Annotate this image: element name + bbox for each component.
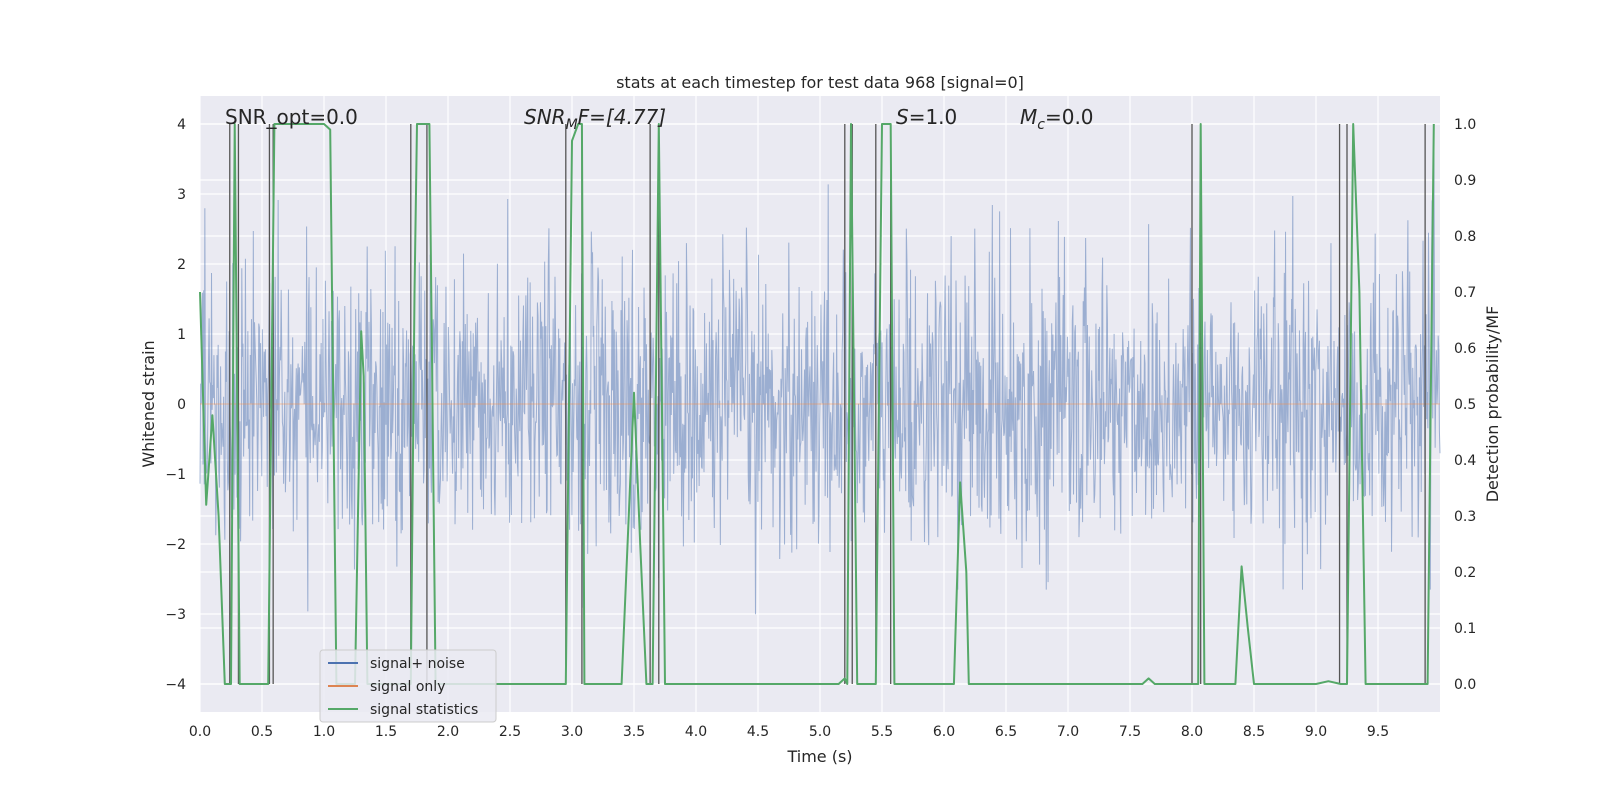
x-tick-label: 2.0 bbox=[437, 724, 459, 740]
y-tick-label: −2 bbox=[165, 537, 186, 553]
y-tick-label: 2 bbox=[177, 257, 186, 273]
legend: signal+ noise signal only signal statist… bbox=[319, 649, 497, 723]
y-tick-label: −4 bbox=[165, 677, 186, 693]
y2-tick-label: 1.0 bbox=[1454, 117, 1476, 133]
mc-annotation: Mc=0.0 bbox=[1020, 105, 1094, 133]
x-tick-label: 1.0 bbox=[313, 724, 335, 740]
x-tick-label: 9.5 bbox=[1367, 724, 1389, 740]
y2-tick-label: 0.3 bbox=[1454, 509, 1476, 525]
snr-mf-prefix: SNR bbox=[524, 105, 566, 129]
y-tick-label: 4 bbox=[177, 117, 186, 133]
x-tick-label: 0.5 bbox=[251, 724, 273, 740]
y2-tick-label: 0.4 bbox=[1454, 453, 1476, 469]
x-tick-label: 5.0 bbox=[809, 724, 831, 740]
x-tick-label: 0.0 bbox=[189, 724, 211, 740]
y2-tick-label: 0.1 bbox=[1454, 621, 1476, 637]
mc-value: =0.0 bbox=[1045, 105, 1094, 129]
y-tick-labels: 4 3 2 1 0 −1 −2 −3 −4 bbox=[165, 117, 186, 693]
y2-tick-label: 0.6 bbox=[1454, 341, 1476, 357]
x-tick-label: 3.5 bbox=[623, 724, 645, 740]
mc-subscript: c bbox=[1037, 117, 1045, 133]
y2-axis-label: Detection probability/MF bbox=[1483, 306, 1502, 503]
mc-prefix: M bbox=[1020, 105, 1037, 129]
snr-mf-subscript: M bbox=[566, 117, 578, 133]
chart-title: stats at each timestep for test data 968… bbox=[616, 73, 1024, 92]
x-tick-label: 7.5 bbox=[1119, 724, 1141, 740]
snr-opt-annotation: SNR_opt=0.0 bbox=[225, 105, 358, 129]
y2-tick-label: 0.2 bbox=[1454, 565, 1476, 581]
x-tick-label: 4.5 bbox=[747, 724, 769, 740]
x-tick-label: 2.5 bbox=[499, 724, 521, 740]
x-tick-label: 9.0 bbox=[1305, 724, 1327, 740]
x-tick-labels: 0.0 0.5 1.0 1.5 2.0 2.5 3.0 3.5 4.0 4.5 5.0 5.5 6.0 6… bbox=[189, 724, 1389, 740]
s-prefix: S bbox=[896, 105, 909, 129]
y-tick-label: 0 bbox=[177, 397, 186, 413]
y2-tick-label: 0.5 bbox=[1454, 397, 1476, 413]
x-axis-label: Time (s) bbox=[786, 747, 852, 766]
y-tick-label: 1 bbox=[177, 327, 186, 343]
x-tick-label: 6.5 bbox=[995, 724, 1017, 740]
y-axis-label: Whitened strain bbox=[139, 340, 158, 467]
snr-mf-suffix: F=[4.77] bbox=[578, 105, 666, 129]
x-tick-label: 8.0 bbox=[1181, 724, 1203, 740]
x-tick-label: 8.5 bbox=[1243, 724, 1265, 740]
x-tick-label: 4.0 bbox=[685, 724, 707, 740]
y-tick-label: 3 bbox=[177, 187, 186, 203]
x-tick-label: 7.0 bbox=[1057, 724, 1079, 740]
y2-tick-label: 0.0 bbox=[1454, 677, 1476, 693]
x-tick-label: 3.0 bbox=[561, 724, 583, 740]
legend-label-signal-noise: signal+ noise bbox=[370, 656, 465, 672]
y-tick-label: −3 bbox=[165, 607, 186, 623]
y2-tick-label: 0.8 bbox=[1454, 229, 1476, 245]
y-tick-label: −1 bbox=[165, 467, 186, 483]
s-annotation: S=1.0 bbox=[896, 105, 957, 129]
s-value: =1.0 bbox=[909, 105, 958, 129]
snr-mf-annotation: SNRMF=[4.77] bbox=[524, 105, 666, 133]
legend-label-signal-statistics: signal statistics bbox=[370, 702, 478, 718]
legend-box bbox=[319, 649, 497, 723]
x-tick-label: 5.5 bbox=[871, 724, 893, 740]
signal-plus-noise-series bbox=[199, 136, 1441, 615]
y2-tick-labels: 1.0 0.9 0.8 0.7 0.6 0.5 0.4 0.3 0.2 0.1 0.0 bbox=[1454, 117, 1476, 693]
y2-tick-label: 0.9 bbox=[1454, 173, 1476, 189]
x-tick-label: 6.0 bbox=[933, 724, 955, 740]
legend-label-signal-only: signal only bbox=[370, 679, 445, 695]
x-tick-label: 1.5 bbox=[375, 724, 397, 740]
y2-tick-label: 0.7 bbox=[1454, 285, 1476, 301]
signal-noise-line bbox=[199, 136, 1441, 615]
